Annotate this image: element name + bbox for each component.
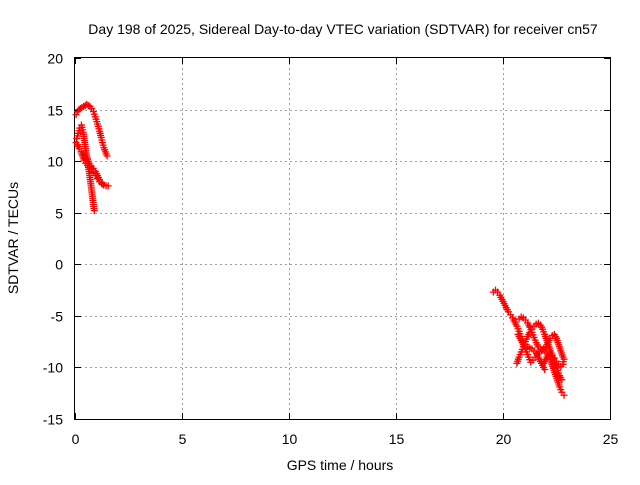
x-tick-label: 0 <box>72 431 80 447</box>
data-point <box>560 355 568 363</box>
y-tick-label: 5 <box>55 206 63 222</box>
x-tick-label: 5 <box>179 431 187 447</box>
y-tick-label: 20 <box>47 51 63 67</box>
data-point <box>99 181 107 189</box>
data-markers <box>72 100 568 399</box>
grid <box>75 58 610 419</box>
y-tick-label: 15 <box>47 103 63 119</box>
y-tick-label: 10 <box>47 154 63 170</box>
y-axis-title: SDTVAR / TECUs <box>5 182 21 294</box>
data-point <box>90 207 98 215</box>
y-tick-label: -15 <box>43 412 63 428</box>
data-point <box>560 391 568 399</box>
x-tick-label: 20 <box>496 431 512 447</box>
y-tick-label: 0 <box>55 257 63 273</box>
data-point <box>103 152 111 160</box>
x-tick-label: 10 <box>282 431 298 447</box>
data-point <box>541 365 549 373</box>
x-axis-title: GPS time / hours <box>287 457 394 473</box>
y-tick-label: -10 <box>43 360 63 376</box>
data-point <box>98 180 106 188</box>
x-tick-label: 15 <box>389 431 405 447</box>
y-tick-label: -5 <box>51 309 64 325</box>
data-point <box>72 111 80 119</box>
x-tick-label: 25 <box>603 431 619 447</box>
data-point <box>104 182 112 190</box>
tick-labels: 0 5 10 15 20 25 -15 -10 -5 0 5 10 15 20 <box>43 51 619 448</box>
chart-title: Day 198 of 2025, Sidereal Day-to-day VTE… <box>88 21 598 37</box>
plot-frame <box>74 57 611 420</box>
data-point <box>558 376 566 384</box>
